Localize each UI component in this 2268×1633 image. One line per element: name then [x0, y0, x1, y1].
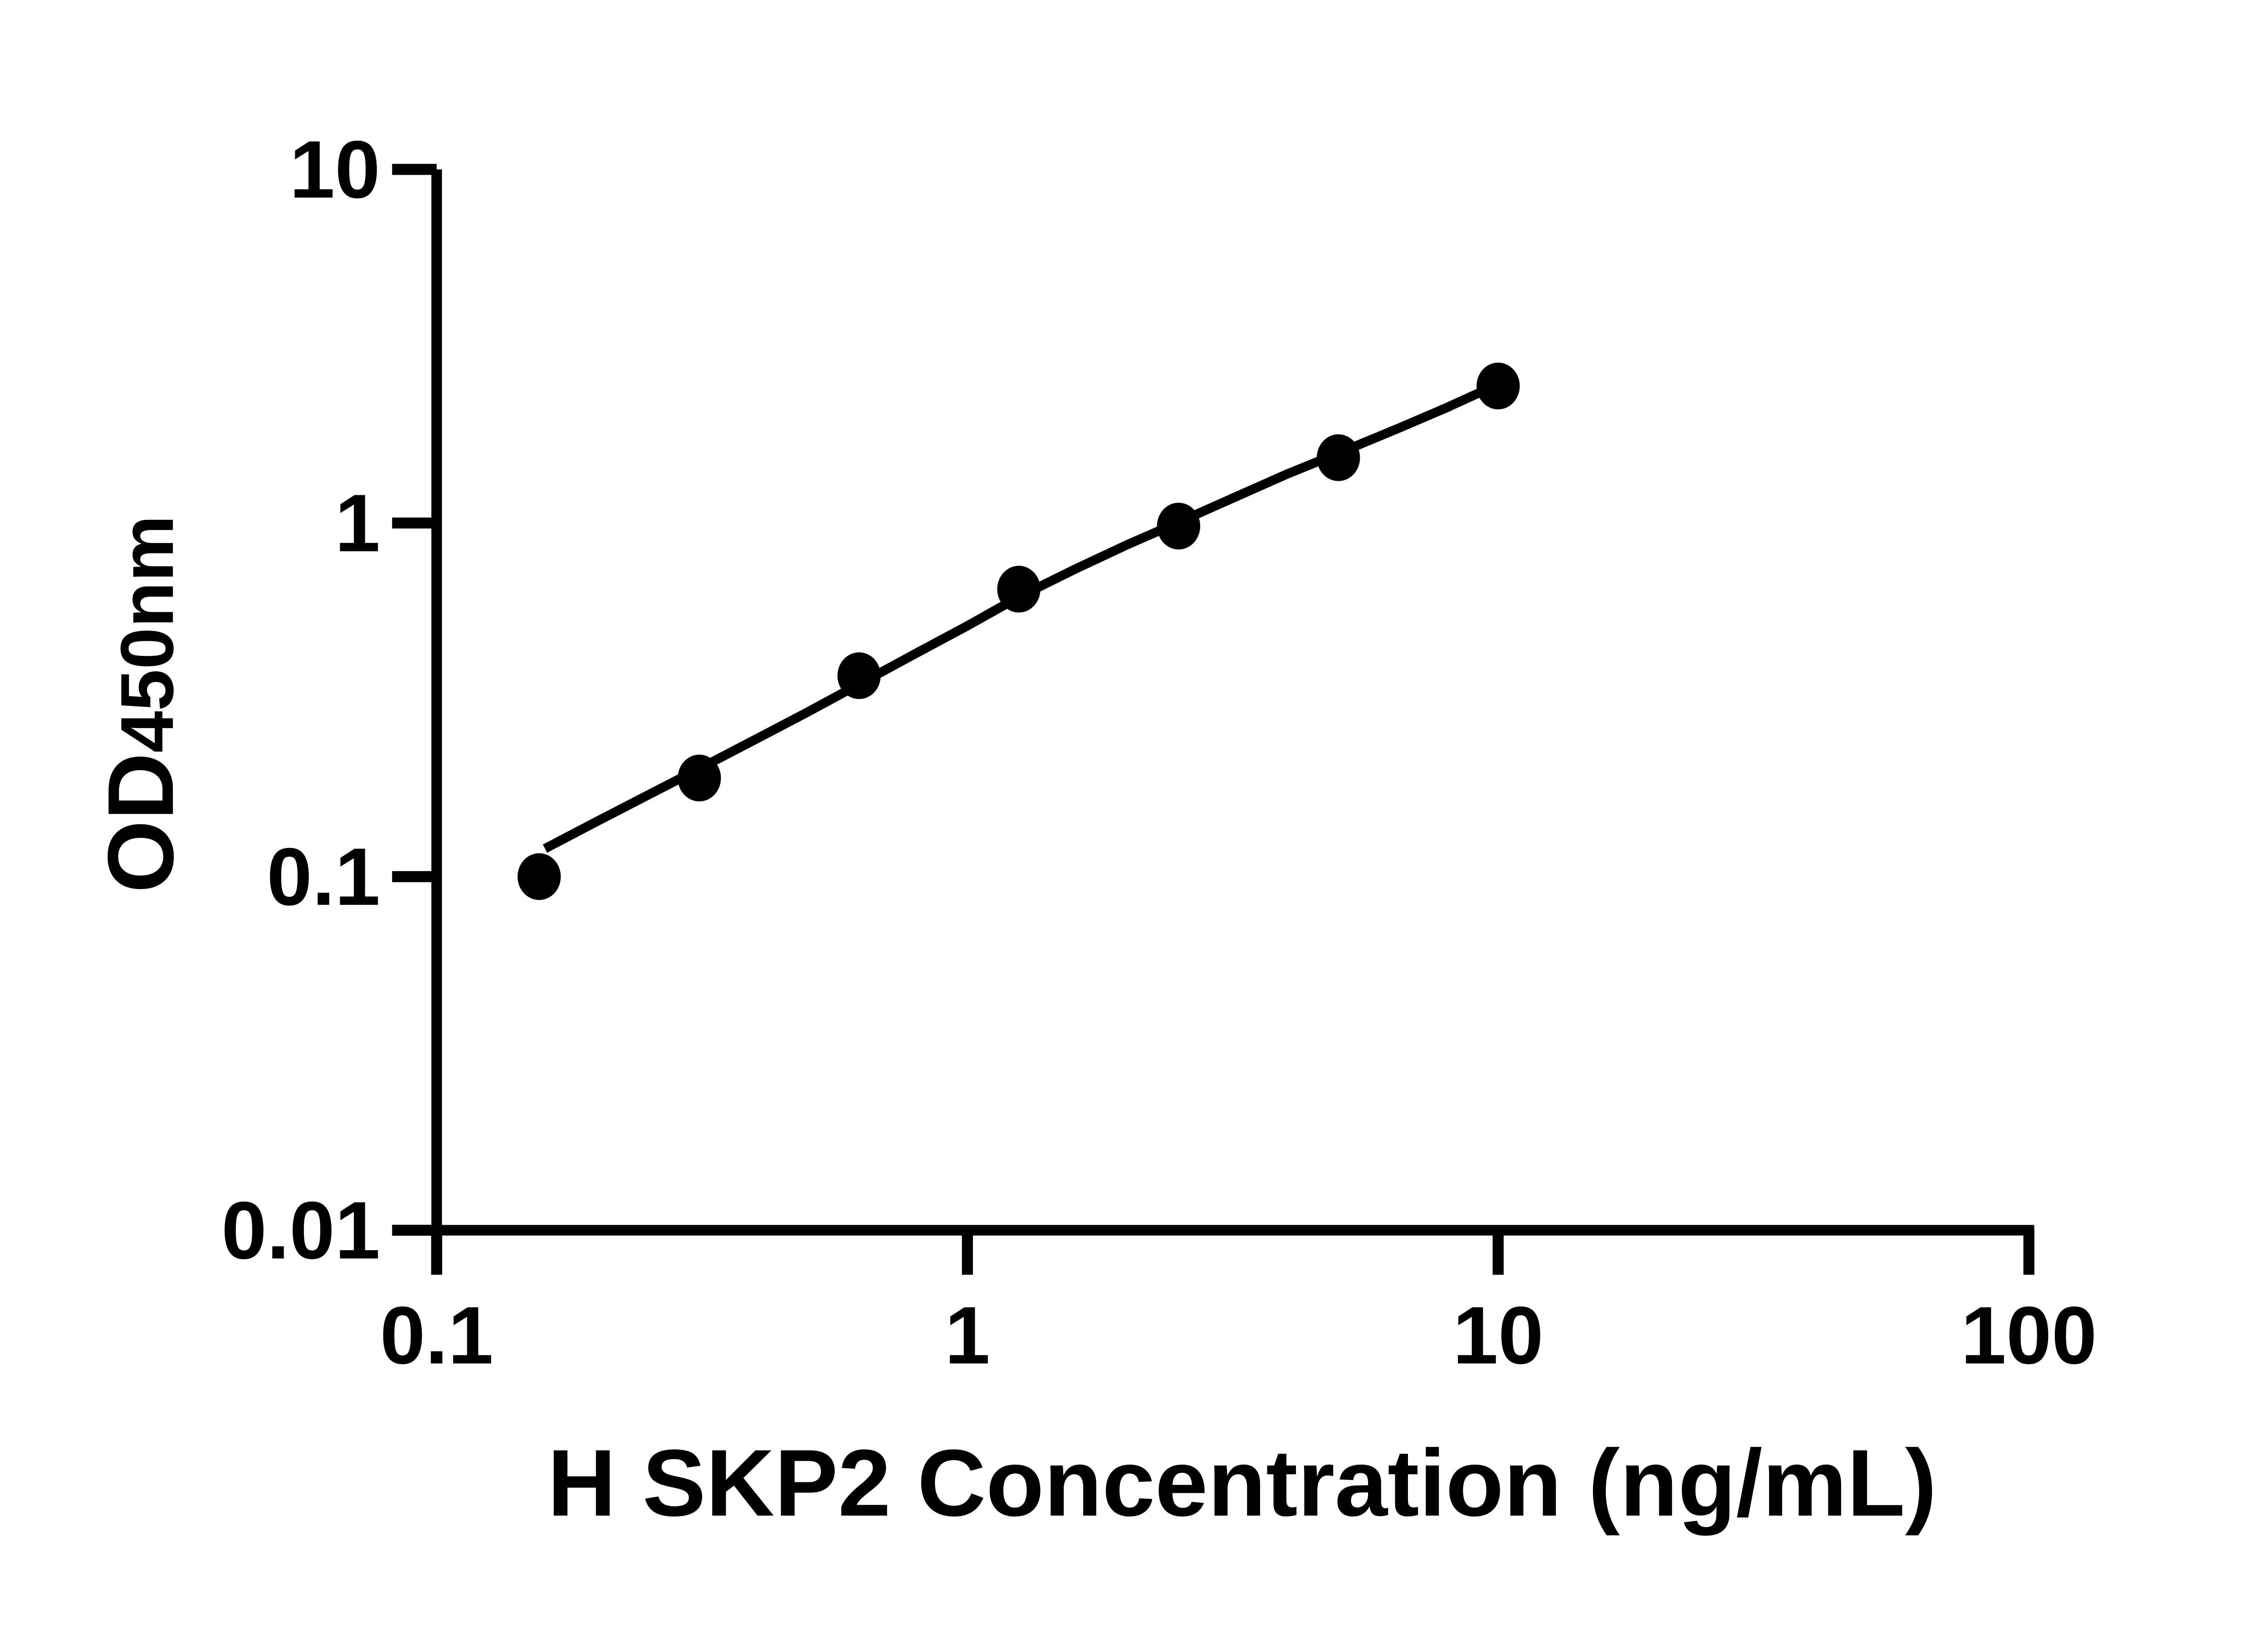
x-tick-label: 1 — [945, 1290, 990, 1381]
y-axis-title: OD450nm — [88, 515, 193, 893]
y-tick-label: 0.01 — [221, 1185, 380, 1276]
data-point — [997, 566, 1041, 613]
data-point — [678, 754, 721, 802]
y-tick-label: 10 — [289, 124, 380, 215]
data-point — [1316, 434, 1360, 481]
axis-spine — [431, 169, 2034, 1236]
x-tick-label: 100 — [1961, 1290, 2097, 1381]
x-tick-label: 0.1 — [380, 1290, 494, 1381]
x-tick-label: 10 — [1453, 1290, 1544, 1381]
data-point — [517, 853, 561, 900]
data-point — [837, 652, 881, 699]
x-axis-title: H SKP2 Concentration (ng/mL) — [547, 1430, 1937, 1536]
plot-layer — [517, 362, 1520, 900]
data-point — [1476, 362, 1520, 410]
y-axis-title-main: OD — [88, 753, 193, 893]
y-tick-label: 1 — [335, 478, 380, 569]
y-tick-label: 0.1 — [267, 831, 380, 923]
y-axis-title-subscript: 450nm — [105, 515, 189, 753]
data-point — [1157, 503, 1200, 550]
